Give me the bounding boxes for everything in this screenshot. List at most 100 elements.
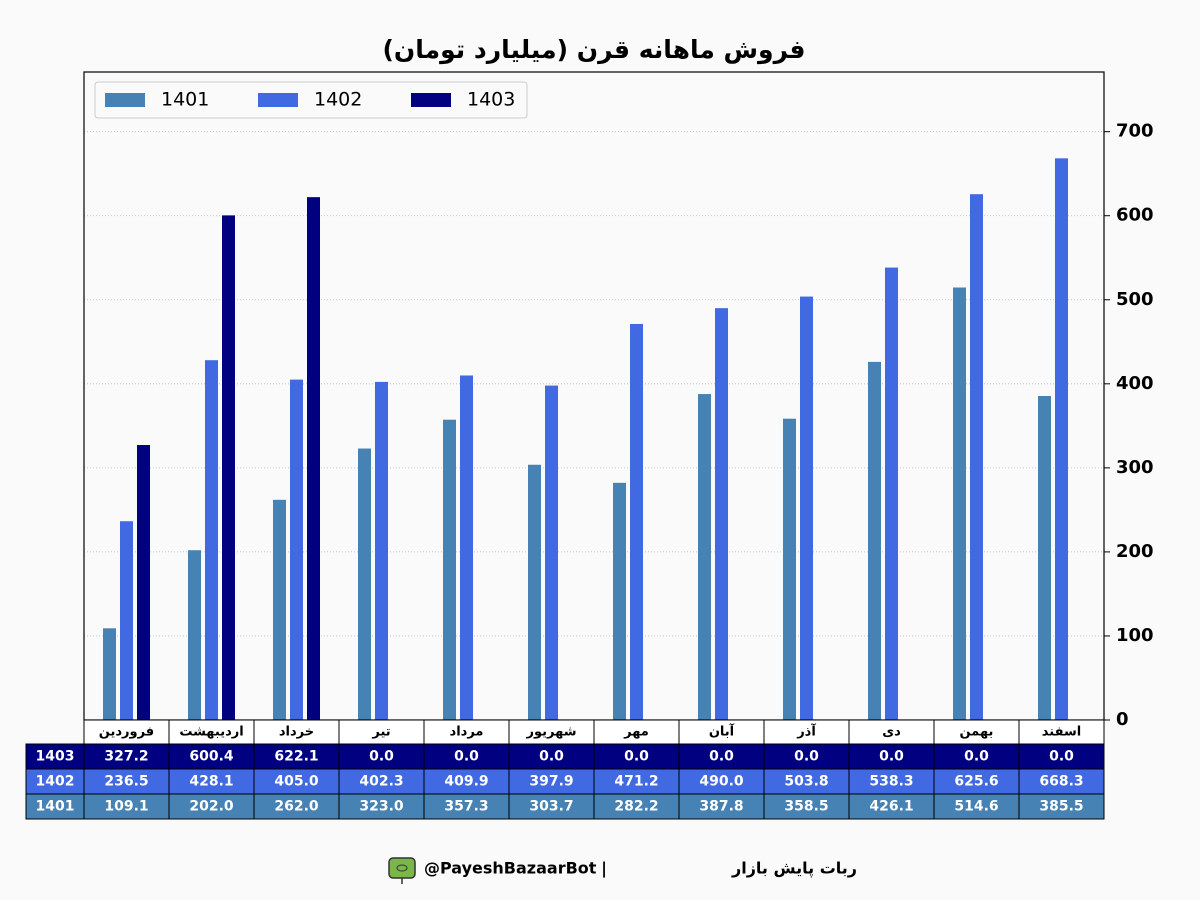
table-cell-bg [423,768,510,795]
table-cell-bg [338,793,425,820]
bar [783,418,796,720]
bar [222,215,235,720]
table-cell-bg [678,743,765,770]
bar [868,361,881,720]
bar [290,379,303,720]
table-row-label: 1403 [36,749,75,765]
bar [103,628,116,720]
bar [120,521,133,720]
table-cell: 262.0 [274,799,319,815]
bar [800,296,813,720]
table-cell: 282.2 [614,799,658,815]
y-tick-label: 400 [1116,373,1154,394]
table-cell: 625.6 [954,774,998,790]
table-cell: 0.0 [794,749,819,765]
bar [715,308,728,720]
table-cell: 0.0 [624,749,649,765]
table-header-cell: خرداد [279,725,314,740]
legend-swatch [258,93,298,107]
y-tick-label: 200 [1116,541,1154,562]
bar [443,419,456,720]
table-header-cell: شهریور [526,725,577,740]
bar [205,360,218,720]
y-tick-label: 500 [1116,289,1154,310]
table-cell: 327.2 [104,749,148,765]
table-cell-bg [508,793,595,820]
bar [970,194,983,721]
table-header-cell: مرداد [450,725,484,740]
table-cell-bg [1018,743,1105,770]
bar [188,550,201,720]
legend-swatch [105,93,145,107]
table-cell: 490.0 [699,774,744,790]
bot-icon-eye [396,864,408,872]
table-cell: 323.0 [359,799,404,815]
legend-swatch [411,93,451,107]
table-cell: 385.5 [1039,799,1083,815]
table-cell-bg [848,743,935,770]
table-cell: 0.0 [709,749,734,765]
bar [1055,158,1068,721]
table-cell-bg [508,768,595,795]
table-row-label: 1401 [36,799,75,815]
chart-title: فروش ماهانه قرن (میلیارد تومان) [383,35,806,65]
table-cell-bg [763,793,850,820]
bar [953,287,966,720]
table-cell: 357.3 [444,799,488,815]
table-header-cell: مهر [623,725,649,740]
legend-box [94,81,528,119]
bar [137,444,150,720]
table-cell-bg [593,793,680,820]
table-cell-bg [763,768,850,795]
table-row-label: 1402 [36,774,75,790]
table-cell: 471.2 [614,774,658,790]
table-cell: 409.9 [444,774,488,790]
table-cell-bg [423,793,510,820]
table-cell-bg [83,743,170,770]
bar [307,197,320,721]
table-header-cell: آذر [796,723,816,740]
table-cell: 0.0 [1049,749,1074,765]
table-cell-bg [168,793,255,820]
footer-handle: @PayeshBazaarBot [424,859,597,878]
table-cell-bg [933,793,1020,820]
table-cell-bg [1018,793,1105,820]
table-header-cell: فروردین [99,725,154,740]
table-cell: 202.0 [189,799,234,815]
table-cell: 387.8 [699,799,743,815]
table-cell-bg [253,768,340,795]
legend-label: 1402 [314,89,362,111]
table-cell: 0.0 [879,749,904,765]
bar [528,464,541,720]
table-cell-bg [933,743,1020,770]
bar [545,385,558,720]
table-header-cell: دی [882,725,901,740]
table-cell: 668.3 [1039,774,1083,790]
table-cell-bg [678,793,765,820]
table-cell: 405.0 [274,774,319,790]
table-cell-bg [848,793,935,820]
bot-icon [388,857,416,879]
bar [273,499,286,720]
footer: @PayeshBazaarBot | ربات پایش بازار [388,857,857,884]
y-tick-label: 700 [1116,121,1154,142]
table-cell: 397.9 [529,774,573,790]
table-row-label-bg [25,743,85,770]
legend-label: 1401 [161,89,209,111]
table-cell: 303.7 [529,799,573,815]
table-cell: 426.1 [869,799,913,815]
table-cell: 0.0 [964,749,989,765]
table-cell: 503.8 [784,774,828,790]
bar [358,448,371,720]
legend-label: 1403 [467,89,515,111]
bar [630,323,643,720]
table-cell-bg [593,768,680,795]
table-cell: 622.1 [274,749,318,765]
y-tick-label: 300 [1116,457,1154,478]
table-cell: 0.0 [454,749,479,765]
y-tick-label: 600 [1116,205,1154,226]
table-cell-bg [1018,768,1105,795]
y-tick-label: 100 [1116,625,1154,646]
table-cell: 358.5 [784,799,828,815]
